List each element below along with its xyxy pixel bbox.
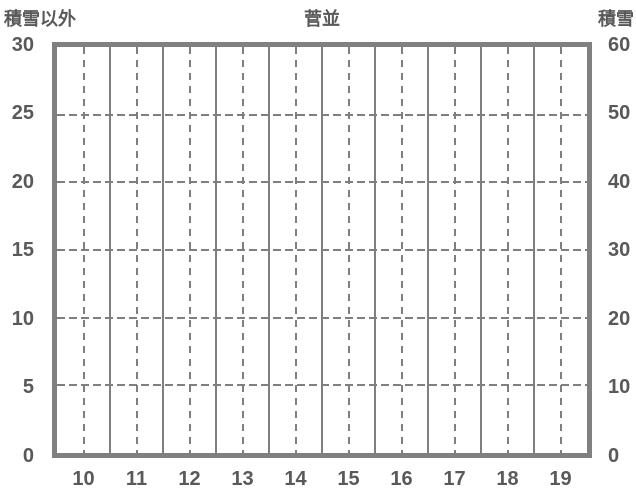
gridline-vertical-dashed (188, 47, 191, 453)
gridline-vertical-dashed (506, 47, 509, 453)
grid-layer (57, 47, 587, 453)
x-axis-tick-label: 18 (496, 468, 519, 490)
gridline-vertical-solid (109, 47, 111, 453)
right-axis-tick-label: 40 (608, 170, 631, 193)
x-axis-tick-label: 16 (390, 468, 413, 490)
left-axis-tick-label: 25 (11, 102, 34, 124)
gridline-vertical-dashed (347, 47, 350, 453)
x-axis-tick-label: 10 (72, 468, 95, 490)
right-axis-tick-label: 0 (608, 444, 620, 467)
gridline-vertical-solid (533, 47, 535, 453)
gridline-vertical-solid (480, 47, 482, 453)
gridline-vertical-dashed (241, 47, 244, 453)
left-axis-tick-label: 30 (11, 33, 34, 56)
gridline-vertical-solid (427, 47, 429, 453)
right-axis-tick-label: 60 (608, 33, 631, 56)
x-axis-tick-label: 11 (125, 468, 148, 490)
x-axis-tick-label: 15 (337, 468, 360, 490)
x-axis-tick-label: 19 (549, 468, 572, 490)
gridline-vertical-dashed (400, 47, 403, 453)
gridline-vertical-solid (268, 47, 270, 453)
left-axis-tick-label: 0 (22, 444, 34, 467)
left-axis-tick-label: 10 (11, 307, 34, 330)
chart-title: 菅並 (304, 9, 340, 29)
right-axis-tick-label: 50 (608, 102, 631, 124)
left-axis-tick-label: 15 (11, 239, 34, 261)
gridline-vertical-solid (374, 47, 376, 453)
gridline-vertical-dashed (559, 47, 562, 453)
gridline-vertical-dashed (453, 47, 456, 453)
left-axis-tick-label: 20 (11, 170, 34, 193)
x-axis-tick-label: 12 (178, 468, 201, 490)
gridline-vertical-solid (321, 47, 323, 453)
left-axis-title: 積雪以外 (4, 9, 76, 29)
gridline-vertical-dashed (135, 47, 138, 453)
gridline-vertical-solid (215, 47, 217, 453)
right-axis-tick-label: 10 (608, 376, 631, 398)
plot-area (52, 42, 592, 458)
right-axis-tick-label: 20 (608, 307, 631, 330)
gridline-vertical-dashed (82, 47, 85, 453)
x-axis-tick-label: 14 (284, 468, 307, 490)
x-axis-tick-label: 17 (443, 468, 466, 490)
x-axis-tick-label: 13 (231, 468, 254, 490)
right-axis-title: 積雪 (598, 9, 634, 29)
gridline-vertical-solid (162, 47, 164, 453)
gridline-vertical-dashed (294, 47, 297, 453)
left-axis-tick-label: 5 (22, 376, 34, 398)
right-axis-tick-label: 30 (608, 239, 631, 261)
